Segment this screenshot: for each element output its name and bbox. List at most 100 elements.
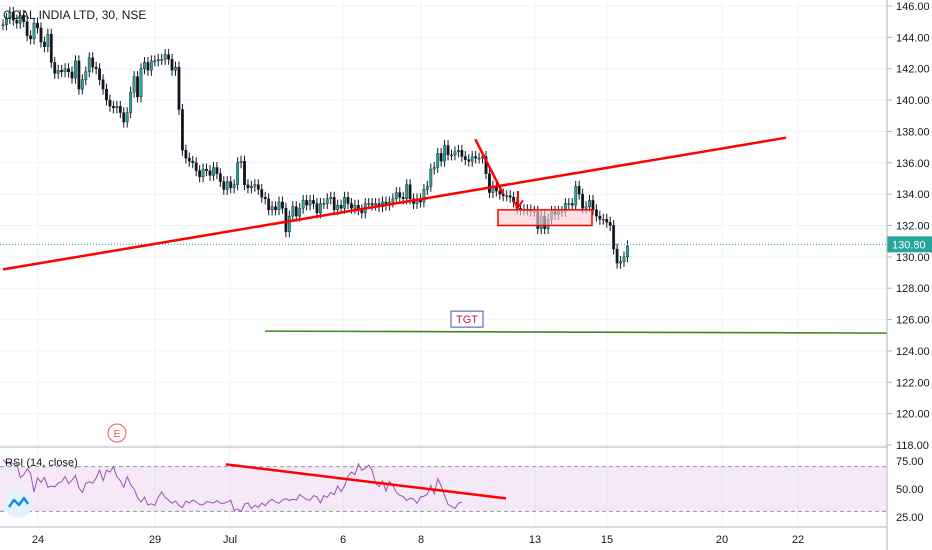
x-tick-label: 20 xyxy=(716,534,728,546)
candle-body xyxy=(212,167,215,176)
candle-body xyxy=(470,156,474,162)
candle-body xyxy=(422,189,426,203)
target-zone xyxy=(497,209,593,227)
candle-body xyxy=(401,197,405,200)
candle-body xyxy=(98,68,102,80)
candle-body xyxy=(229,181,233,189)
candle-body xyxy=(70,71,74,79)
last-price-value: 130.80 xyxy=(892,239,926,251)
candle-body xyxy=(22,15,26,22)
candle-body xyxy=(53,62,57,74)
candle-body xyxy=(87,57,91,73)
candle-body xyxy=(46,34,50,47)
candle-body xyxy=(595,209,598,217)
candle-body xyxy=(581,193,585,209)
y-tick-label: 142.00 xyxy=(896,64,930,76)
candle-body xyxy=(49,34,53,63)
candle-body xyxy=(508,195,512,198)
candle-body xyxy=(187,157,191,162)
candle-body xyxy=(450,154,453,157)
candle-body xyxy=(308,200,312,206)
candle-body xyxy=(84,71,88,80)
x-tick-label: 24 xyxy=(32,534,44,546)
candle-body xyxy=(408,184,412,200)
candle-body xyxy=(312,200,315,204)
candle-body xyxy=(477,157,481,160)
candle-body xyxy=(243,161,246,185)
candle-body xyxy=(177,66,181,110)
candle-body xyxy=(467,159,471,162)
candle-body xyxy=(208,170,212,176)
x-tick-label: 8 xyxy=(418,534,424,546)
candle-body xyxy=(350,203,353,209)
target-label-box xyxy=(450,310,484,328)
candle-body xyxy=(301,200,305,209)
candle-body xyxy=(577,186,581,195)
candle-body xyxy=(367,203,371,205)
candle-body xyxy=(215,167,219,174)
candle-body xyxy=(343,197,346,209)
candle-body xyxy=(474,156,478,159)
candle-body xyxy=(122,112,126,123)
candle-body xyxy=(25,21,29,36)
candle-body xyxy=(101,79,105,90)
candle-body xyxy=(274,206,277,211)
candle-body xyxy=(584,206,588,209)
candle-body xyxy=(336,204,340,211)
candle-body xyxy=(588,200,591,207)
candle-body xyxy=(488,173,491,193)
candle-body xyxy=(218,173,222,182)
candle-body xyxy=(246,184,250,189)
candle-body xyxy=(339,204,343,209)
candle-body xyxy=(267,198,271,211)
candle-body xyxy=(626,245,629,258)
candle-body xyxy=(505,195,509,197)
x-tick-label: Jul xyxy=(223,534,237,546)
candle-body xyxy=(29,35,32,40)
candle-body xyxy=(205,168,208,171)
candle-body xyxy=(353,204,357,209)
candle-body xyxy=(305,200,308,206)
candle-body xyxy=(115,106,119,109)
candle-body xyxy=(36,23,39,29)
candle-body xyxy=(574,186,578,206)
candle-body xyxy=(315,203,319,214)
candle-body xyxy=(263,197,267,200)
candle-body xyxy=(63,68,67,73)
candle-body xyxy=(32,23,36,40)
candle-body xyxy=(425,186,429,190)
candle-body xyxy=(570,203,574,206)
candle-body xyxy=(270,206,274,211)
ascending-trendline xyxy=(2,136,787,271)
candle-body xyxy=(105,88,108,101)
annotations: 130.80 TGT E xyxy=(0,136,932,518)
candle-body xyxy=(39,27,43,43)
candle-body xyxy=(163,54,167,60)
candle-body xyxy=(436,153,440,168)
candle-body xyxy=(567,203,571,205)
candle-body xyxy=(198,170,202,178)
candle-body xyxy=(608,222,612,226)
candle-body xyxy=(612,225,616,250)
candle-body xyxy=(136,76,139,98)
rsi-y-tick-label: 25.00 xyxy=(896,512,924,524)
candle-body xyxy=(180,109,184,151)
rsi-line xyxy=(2,459,463,513)
candle-body xyxy=(329,197,333,200)
candle-body xyxy=(374,203,377,206)
candle-body xyxy=(74,60,77,79)
chart-title: COAL INDIA LTD, 30, NSE xyxy=(3,8,146,22)
target-line xyxy=(264,330,888,334)
candle-body xyxy=(322,203,326,205)
candle-body xyxy=(291,206,295,217)
candle-body xyxy=(370,203,374,206)
candle-body xyxy=(601,219,605,221)
x-tick-label: 22 xyxy=(792,534,804,546)
candle-body xyxy=(225,181,229,190)
candle-body xyxy=(160,59,164,61)
candle-body xyxy=(184,150,188,159)
candle-body xyxy=(260,189,264,198)
y-tick-label: 146.00 xyxy=(896,1,930,13)
candle-body xyxy=(281,201,284,209)
